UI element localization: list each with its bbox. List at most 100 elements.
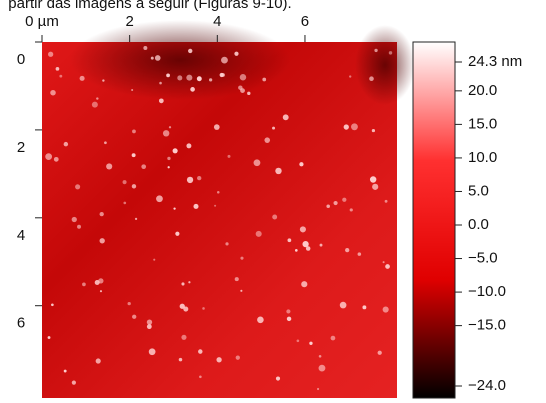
particle bbox=[240, 290, 242, 292]
particle bbox=[187, 177, 193, 183]
particle bbox=[135, 218, 137, 220]
particle bbox=[236, 356, 240, 360]
particle bbox=[320, 244, 323, 247]
particle bbox=[175, 232, 179, 236]
particle bbox=[240, 257, 243, 260]
particle bbox=[132, 315, 136, 319]
particle bbox=[181, 335, 186, 340]
particle bbox=[295, 249, 298, 252]
particle bbox=[64, 142, 68, 146]
particle bbox=[50, 90, 56, 96]
particle bbox=[106, 163, 112, 169]
particle bbox=[102, 79, 104, 81]
particle bbox=[156, 195, 163, 202]
x-tick-label: 6 bbox=[301, 13, 309, 30]
particle bbox=[72, 381, 76, 385]
colorbar-tick-label: 10.0 bbox=[468, 149, 497, 166]
particle bbox=[143, 46, 147, 50]
colorbar-tick-label: 20.0 bbox=[468, 82, 497, 99]
particle bbox=[257, 317, 264, 324]
particle bbox=[272, 215, 277, 220]
particle bbox=[301, 281, 307, 287]
particle bbox=[383, 306, 389, 312]
x-tick-label: 0 µm bbox=[25, 13, 59, 30]
y-tick-label: 4 bbox=[17, 227, 25, 244]
particle bbox=[45, 153, 52, 160]
particle bbox=[188, 281, 190, 283]
particle bbox=[141, 164, 146, 169]
particle bbox=[214, 124, 220, 130]
particle bbox=[51, 303, 54, 306]
particle bbox=[186, 143, 191, 148]
particle bbox=[128, 302, 131, 305]
x-tick-label: 4 bbox=[213, 13, 221, 30]
particle bbox=[340, 302, 347, 309]
particle bbox=[319, 355, 322, 358]
particle bbox=[342, 198, 346, 202]
colorbar-tick-label: −15.0 bbox=[468, 317, 506, 334]
particle bbox=[349, 75, 351, 77]
particle bbox=[82, 283, 86, 287]
particle bbox=[221, 57, 228, 64]
particle bbox=[225, 242, 228, 245]
particle bbox=[147, 319, 152, 324]
particle bbox=[275, 168, 281, 174]
particle bbox=[197, 176, 201, 180]
particle bbox=[369, 76, 374, 81]
caption: partir das imagens a seguir (Figuras 9-1… bbox=[8, 0, 291, 12]
y-tick-label: 0 bbox=[17, 51, 25, 68]
particle bbox=[351, 123, 358, 130]
particle bbox=[104, 141, 107, 144]
particle bbox=[132, 130, 136, 134]
particle bbox=[344, 124, 349, 129]
particle bbox=[100, 212, 104, 216]
particle bbox=[48, 52, 53, 57]
particle bbox=[77, 225, 81, 229]
particle bbox=[132, 153, 136, 157]
particle bbox=[132, 184, 136, 188]
particle bbox=[64, 370, 67, 373]
particle bbox=[96, 358, 101, 363]
particle bbox=[188, 49, 192, 53]
particle bbox=[180, 304, 185, 309]
particle bbox=[378, 351, 382, 355]
particle bbox=[169, 126, 171, 128]
y-tick-label: 2 bbox=[17, 139, 25, 156]
particle bbox=[221, 73, 225, 77]
particle bbox=[123, 180, 127, 184]
particle bbox=[100, 238, 105, 243]
particle bbox=[131, 89, 133, 91]
particle bbox=[96, 97, 98, 99]
particle bbox=[227, 155, 230, 158]
particle bbox=[374, 49, 377, 52]
particle bbox=[181, 282, 184, 285]
particle bbox=[350, 208, 353, 211]
particle bbox=[100, 290, 102, 292]
particle bbox=[283, 114, 289, 120]
particle bbox=[199, 375, 202, 378]
colorbar-tick-label: −10.0 bbox=[468, 283, 506, 300]
particle bbox=[155, 55, 161, 61]
particle bbox=[173, 148, 178, 153]
particle bbox=[276, 376, 280, 380]
afm-image bbox=[42, 20, 415, 398]
particle bbox=[202, 307, 205, 310]
colorbar-tick-label: 24.3 nm bbox=[468, 53, 522, 70]
colorbar-tick-label: −5.0 bbox=[468, 250, 498, 267]
particle bbox=[209, 78, 212, 81]
colorbar bbox=[413, 42, 455, 398]
particle bbox=[193, 204, 198, 209]
colorbar-tick-label: 15.0 bbox=[468, 115, 497, 132]
particle bbox=[362, 305, 366, 309]
particle bbox=[256, 231, 262, 237]
particle bbox=[159, 98, 164, 103]
particle bbox=[72, 217, 77, 222]
particle bbox=[383, 261, 385, 263]
particle bbox=[370, 176, 376, 182]
particle bbox=[262, 78, 266, 82]
particle bbox=[300, 226, 306, 232]
particle bbox=[159, 82, 162, 85]
particle bbox=[186, 75, 192, 81]
particle bbox=[385, 264, 390, 269]
particle bbox=[306, 246, 311, 251]
